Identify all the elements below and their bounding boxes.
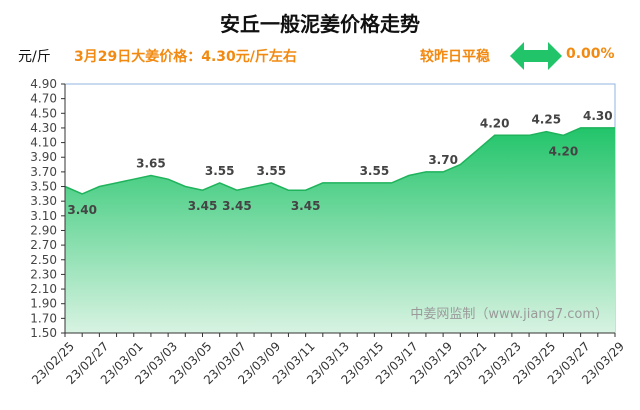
y-tick-label: 2.30 [30,267,57,281]
data-label: 3.65 [136,157,166,171]
data-label: 3.70 [428,153,458,167]
area-fill [65,127,615,334]
y-tick-label: 3.30 [30,194,57,208]
y-tick-label: 1.70 [30,311,57,325]
y-tick-label: 2.50 [30,253,57,267]
y-tick-label: 2.90 [30,223,57,237]
chart-title: 安丘一般泥姜价格走势 [220,12,420,36]
change-percent: 0.00% [566,46,615,62]
series-line [64,127,615,195]
watermark: 中姜网监制（www.jiang7.com） [410,307,608,322]
y-tick-label: 4.70 [30,92,57,106]
y-tick-label: 2.10 [30,282,57,296]
y-tick-label: 3.10 [30,209,57,223]
data-label: 3.45 [222,199,252,213]
double-arrow-icon [510,42,562,70]
y-tick-label: 1.90 [30,297,57,311]
y-tick-label: 2.70 [30,238,57,252]
data-label: 3.55 [205,164,235,178]
data-label: 4.25 [531,113,561,127]
data-label: 4.20 [549,144,579,158]
y-tick-label: 4.90 [30,77,57,91]
data-label: 3.45 [188,199,218,213]
compare-label: 较昨日平稳 [420,49,490,65]
y-tick-label: 4.50 [30,106,57,120]
data-label: 4.20 [480,116,510,130]
y-tick-label: 3.50 [30,180,57,194]
data-label: 3.45 [291,199,321,213]
y-tick-label: 1.50 [30,326,57,340]
data-label: 4.30 [583,109,613,123]
y-tick-label: 3.90 [30,150,57,164]
data-label: 3.55 [256,164,286,178]
unit-label: 元/斤 [18,49,51,65]
data-label: 3.40 [67,203,97,217]
y-tick-label: 4.10 [30,136,57,150]
y-tick-label: 3.70 [30,165,57,179]
price-headline: 3月29日大姜价格：4.30元/斤左右 [74,49,297,65]
y-tick-label: 4.30 [30,121,57,135]
data-label: 3.55 [360,164,390,178]
